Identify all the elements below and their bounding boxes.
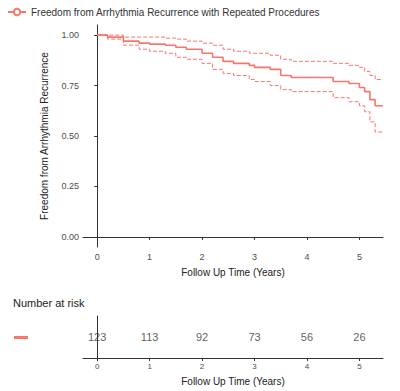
svg-text:2: 2: [200, 362, 205, 371]
svg-text:3: 3: [252, 362, 257, 371]
svg-text:Freedom from Arrhythmia Recurr: Freedom from Arrhythmia Recurrence: [39, 52, 50, 220]
svg-text:0.50: 0.50: [61, 131, 79, 141]
svg-text:123: 123: [88, 331, 106, 343]
svg-text:1.00: 1.00: [61, 30, 79, 40]
svg-text:0.75: 0.75: [61, 81, 79, 91]
svg-text:Follow Up Time (Years): Follow Up Time (Years): [181, 376, 285, 387]
svg-text:113: 113: [141, 331, 159, 343]
svg-text:Freedom from Arrhythmia Recurr: Freedom from Arrhythmia Recurrence with …: [31, 7, 319, 18]
svg-text:Follow Up Time (Years): Follow Up Time (Years): [181, 267, 285, 278]
svg-text:4: 4: [304, 252, 309, 262]
svg-text:4: 4: [305, 362, 310, 371]
svg-text:0.00: 0.00: [61, 232, 79, 242]
svg-text:0.25: 0.25: [61, 181, 79, 191]
svg-text:5: 5: [357, 362, 362, 371]
svg-text:Number at risk: Number at risk: [13, 297, 85, 309]
svg-text:2: 2: [200, 252, 205, 262]
svg-text:1: 1: [147, 362, 152, 371]
svg-text:73: 73: [248, 331, 260, 343]
svg-text:26: 26: [353, 331, 365, 343]
svg-text:5: 5: [357, 252, 362, 262]
svg-text:92: 92: [196, 331, 208, 343]
svg-text:0: 0: [95, 362, 100, 371]
svg-text:56: 56: [301, 331, 313, 343]
svg-text:3: 3: [252, 252, 257, 262]
svg-text:1: 1: [147, 252, 152, 262]
svg-text:0: 0: [95, 252, 100, 262]
